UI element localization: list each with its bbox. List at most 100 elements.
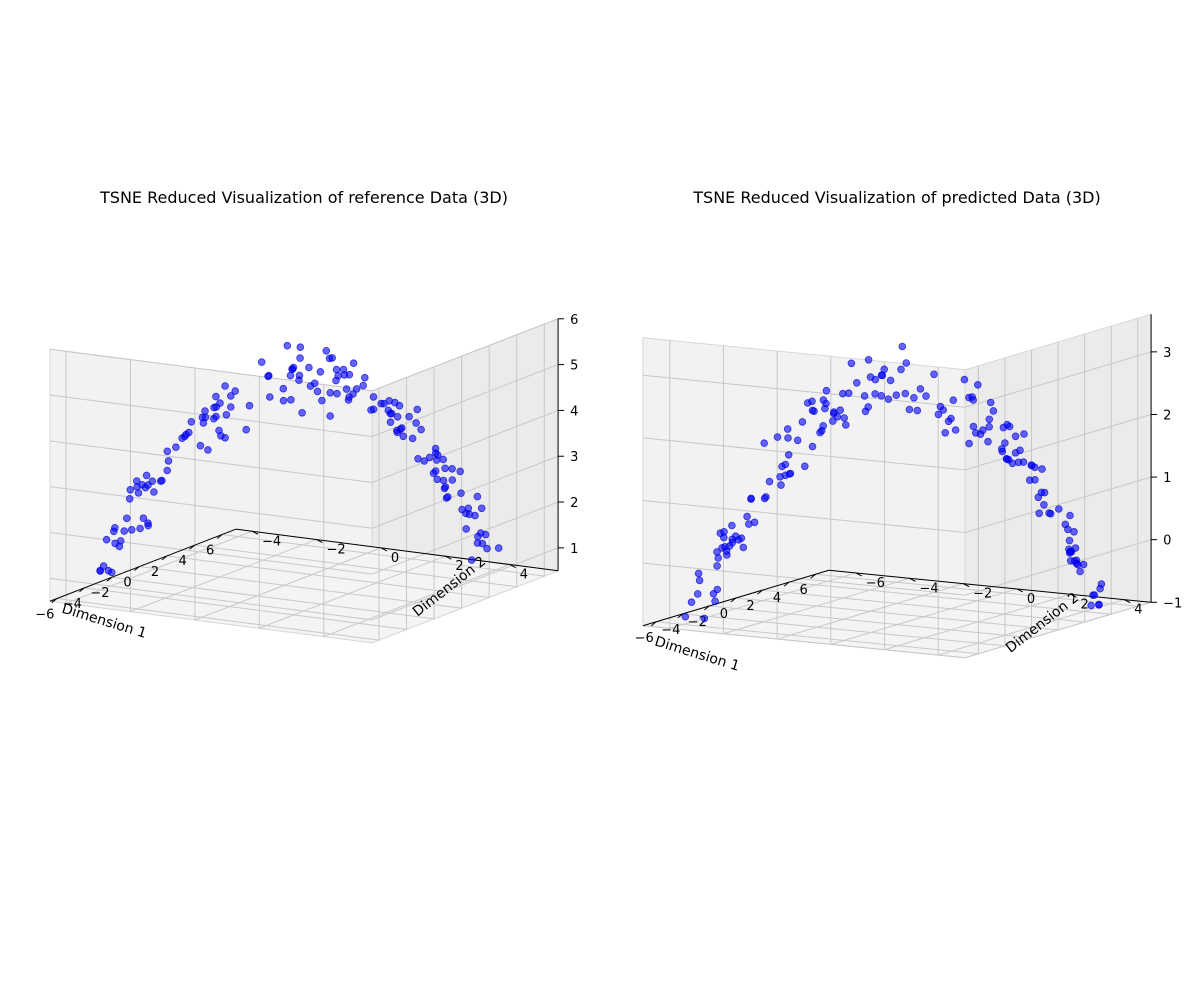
scatter-point	[144, 521, 153, 530]
scatter-point	[1016, 446, 1024, 455]
z-tick-label: 4	[570, 404, 578, 419]
y-tick-mark	[855, 572, 862, 577]
scatter-point	[1038, 465, 1046, 473]
grid-line	[642, 351, 1152, 408]
scatter-point	[1037, 488, 1046, 497]
scatter-point	[803, 399, 812, 407]
scatter-point	[393, 428, 402, 437]
grid-line	[194, 334, 518, 588]
scatter-point	[296, 343, 305, 352]
scatter-point	[158, 476, 166, 485]
scatter-point	[433, 475, 442, 484]
scatter-point	[819, 396, 828, 404]
scatter-point	[199, 419, 208, 427]
grid-line	[642, 413, 1152, 471]
scatter-point	[934, 410, 943, 419]
scatter-point	[971, 429, 980, 437]
scatter-point	[345, 370, 354, 379]
scatter-point	[694, 569, 703, 578]
scatter-point	[898, 342, 907, 351]
grid-line	[49, 409, 559, 483]
scatter-point	[384, 406, 393, 415]
scatter-point	[322, 346, 331, 355]
scatter-point	[325, 354, 334, 363]
scatter-point	[431, 467, 440, 475]
scatter-point	[973, 380, 982, 389]
grid-line	[642, 539, 1152, 596]
scatter-point	[709, 589, 718, 598]
scatter-point	[1065, 536, 1074, 545]
scatter-point	[477, 504, 486, 513]
scatter-point	[332, 376, 340, 385]
scatter-point	[431, 444, 440, 453]
scatter-point	[897, 365, 905, 374]
z-tick-label: 6	[570, 313, 578, 328]
scatter-point	[1065, 549, 1074, 557]
y-tick-label: −4	[262, 534, 281, 549]
scatter-point	[721, 542, 729, 551]
grid-line	[129, 359, 317, 613]
scatter-point	[951, 426, 960, 434]
x-tick-mark	[161, 555, 168, 561]
y-tick-mark	[509, 564, 516, 568]
scatter-point	[1072, 556, 1081, 565]
y-tick-mark	[909, 577, 916, 582]
scatter-point	[231, 387, 240, 395]
scatter-point	[339, 365, 348, 374]
scatter-point	[1011, 432, 1020, 441]
scatter-point	[242, 425, 251, 434]
scatter-point	[369, 393, 378, 401]
scatter-point	[1014, 458, 1023, 467]
scatter-point	[405, 412, 413, 421]
scatter-point	[852, 378, 861, 387]
y-tick-mark	[1070, 593, 1077, 598]
scatter-point	[728, 538, 737, 547]
scatter-point	[784, 450, 793, 459]
scatter-point	[1087, 601, 1095, 610]
z-tick-label: 5	[570, 359, 578, 374]
scatter-point	[892, 391, 901, 400]
grid-line	[222, 324, 545, 577]
scatter-point	[1076, 567, 1084, 576]
scatter-point	[773, 433, 782, 441]
scatter-point	[360, 373, 369, 382]
scatter-point	[212, 392, 220, 401]
scatter-point	[939, 406, 947, 414]
x-tick-label: −4	[63, 597, 82, 612]
scatter-point	[127, 525, 136, 534]
scatter-point	[313, 387, 322, 396]
scatter-point	[399, 432, 408, 441]
x-tick-mark	[730, 597, 737, 603]
x-tick-label: 2	[746, 599, 754, 614]
grid-line	[84, 377, 408, 631]
scatter-point	[695, 576, 704, 585]
scatter-point	[989, 407, 998, 415]
scatter-point	[367, 406, 375, 414]
x-tick-mark	[51, 598, 58, 603]
scatter-point	[150, 488, 158, 496]
scatter-point	[120, 527, 128, 535]
scatter-point	[318, 396, 326, 405]
y-tick-mark	[962, 583, 970, 588]
scatter-point	[257, 358, 266, 366]
scatter-point	[393, 412, 402, 421]
scatter-point	[201, 407, 209, 415]
y-tick-label: 2	[1081, 597, 1089, 612]
scatter-point	[441, 483, 450, 491]
scatter-point	[286, 371, 295, 380]
grid-line	[49, 364, 559, 438]
x-axis-label: Dimension 1	[653, 634, 742, 675]
scatter-point	[287, 395, 295, 404]
scatter-point	[142, 471, 151, 480]
scatter-point	[816, 428, 824, 437]
scatter-point	[902, 359, 910, 367]
scatter-point	[777, 481, 785, 489]
grid-line	[258, 376, 446, 629]
scatter-point	[483, 544, 491, 553]
scatter-point	[349, 359, 358, 368]
x-tick-mark	[216, 534, 223, 539]
grid-line	[49, 501, 559, 575]
scatter-point	[462, 525, 471, 533]
scatter-point	[494, 544, 503, 552]
scatter-point	[700, 614, 709, 623]
